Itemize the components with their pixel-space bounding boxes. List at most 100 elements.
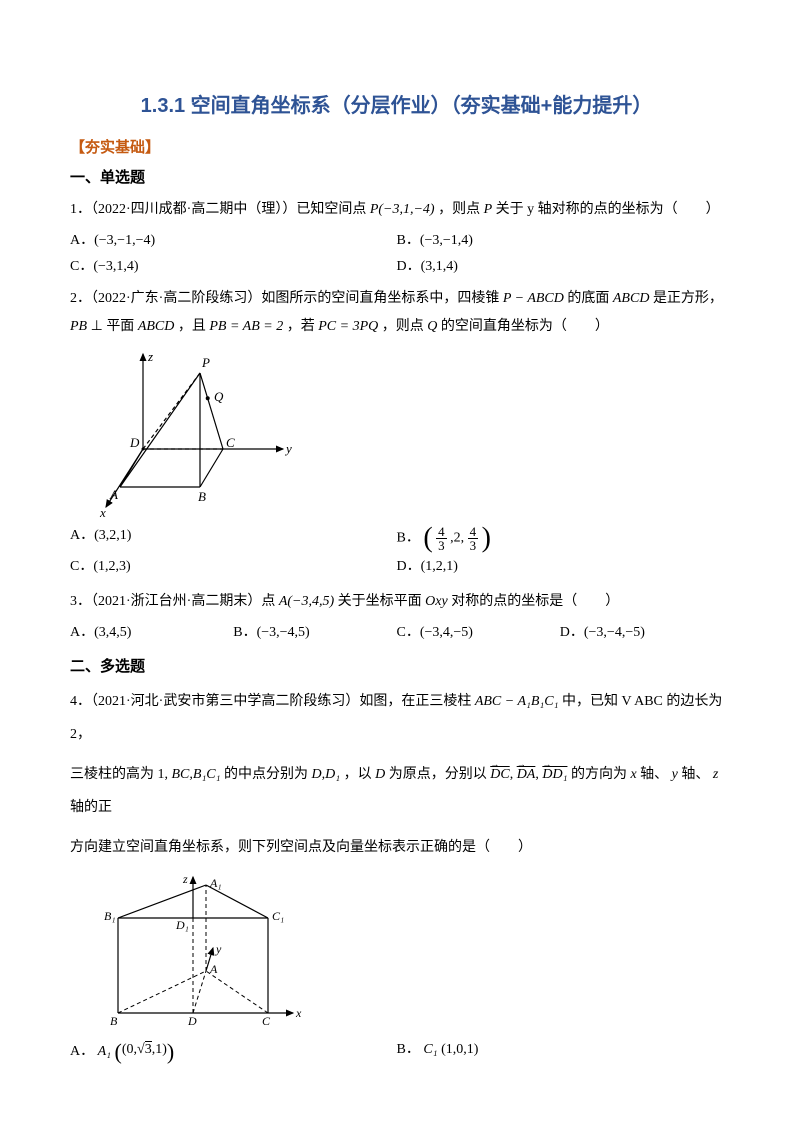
- q2-eq2: PC = 3PQ: [318, 319, 378, 334]
- lbl4-D: D: [187, 1014, 197, 1028]
- q2-f: ，则点: [382, 319, 424, 334]
- q1-optD: D．(3,1,4): [397, 256, 724, 278]
- q4-k: 轴的正: [70, 800, 112, 815]
- q1-suf: 关于 y 轴对称的点的坐标为（ ）: [496, 202, 720, 217]
- q3-optC: C．(−3,4,−5): [397, 622, 560, 644]
- lbl4-C1: C₁: [272, 909, 284, 923]
- q1-stem: 1．（2022·四川成都·高二期中（理））已知空间点 P(−3,1,−4) ，则…: [70, 196, 723, 224]
- q2-d: ，且: [178, 319, 206, 334]
- q1-mid: ，则点: [438, 202, 480, 217]
- q4-stem3: 方向建立空间直角坐标系，则下列空间点及向量坐标表示正确的是（ ）: [70, 831, 723, 865]
- q4-optB-val: (1,0,1): [441, 1042, 478, 1057]
- q2-optB-mid: ,2,: [450, 531, 464, 546]
- q2-optB-pre: B．: [397, 531, 420, 546]
- q2-perp: ⊥: [91, 319, 103, 334]
- lbl4-A: A: [209, 962, 218, 976]
- q3-optB: B．(−3,−4,5): [233, 622, 396, 644]
- q2-pb: PB: [70, 319, 87, 334]
- lbl-A: A: [109, 487, 118, 502]
- q3-optD: D．(−3,−4,−5): [560, 622, 723, 644]
- lbl-Q: Q: [214, 389, 224, 404]
- q4-b: 中，已知: [562, 694, 618, 709]
- lbl-z: z: [147, 349, 153, 364]
- heading-multi-choice: 二、多选题: [70, 655, 723, 679]
- q4-stem1: 4．（2021·河北·武安市第三中学高二阶段练习）如图，在正三棱柱 ABC − …: [70, 685, 723, 752]
- lbl-C: C: [226, 435, 235, 450]
- q4-prism: ABC − A₁B₁C₁: [475, 694, 559, 709]
- lbl-y: y: [284, 441, 292, 456]
- q4-optA-p2: ,1): [152, 1042, 167, 1057]
- q1-pre: 1．（2022·四川成都·高二期中（理））已知空间点: [70, 202, 366, 217]
- lbl4-C: C: [262, 1014, 271, 1028]
- q4-optA-p1: (0,: [122, 1042, 137, 1057]
- q2-optA: A．(3,2,1): [70, 525, 397, 552]
- rparen-icon: ): [482, 522, 491, 553]
- q1-options-row2: C．(−3,1,4) D．(3,1,4): [70, 256, 723, 278]
- q2-optD: D．(1,2,1): [397, 556, 724, 578]
- q3-c: 对称的点的坐标是（ ）: [451, 594, 619, 609]
- q3-a: 3．（2021·浙江台州·高二期末）点: [70, 594, 275, 609]
- q4-e: 的中点分别为: [224, 767, 308, 782]
- q1-point: P(−3,1,−4): [370, 202, 435, 217]
- q4-y: y: [672, 767, 678, 782]
- q4-i: 轴、: [640, 767, 668, 782]
- heading-single-choice: 一、单选题: [70, 166, 723, 190]
- lparen2-icon: (: [115, 1038, 122, 1063]
- lbl-B: B: [198, 489, 206, 504]
- q2-c: 是正方形，: [653, 291, 723, 306]
- q3-options: A．(3,4,5) B．(−3,−4,5) C．(−3,4,−5) D．(−3,…: [70, 622, 723, 644]
- q4-h: 的方向为: [571, 767, 627, 782]
- q2-abcd: ABCD: [613, 291, 650, 306]
- q4-one: 1,: [158, 767, 169, 782]
- q4-j: 轴、: [681, 767, 709, 782]
- q4-g: 为原点，分别以: [389, 767, 487, 782]
- q4-figure: z y x A₁ B₁ C₁ D₁ A B D C: [98, 873, 723, 1033]
- q4-l: 方向建立空间直角坐标系，则下列空间点及向量坐标表示正确的是（ ）: [70, 840, 532, 855]
- q2-options-row2: C．(1,2,3) D．(1,2,1): [70, 556, 723, 578]
- q3-stem: 3．（2021·浙江台州·高二期末）点 A(−3,4,5) 关于坐标平面 Oxy…: [70, 588, 723, 616]
- q2-e: ，若: [287, 319, 315, 334]
- q4-tri: V ABC: [622, 694, 663, 709]
- q3-b: 关于坐标平面: [338, 594, 422, 609]
- lbl-x: x: [99, 505, 106, 519]
- q1-pvar: P: [484, 202, 493, 217]
- q4-sqrt3: 3: [145, 1041, 152, 1057]
- q4-bc: BC,B₁C₁: [172, 767, 221, 782]
- lbl-D: D: [129, 435, 140, 450]
- q4-optA-var: A₁: [98, 1044, 111, 1059]
- q4-dd: D,D₁: [312, 767, 341, 782]
- q1-options-row1: A．(−3,−1,−4) B．(−3,−1,4): [70, 230, 723, 252]
- q4-x: x: [630, 767, 636, 782]
- q1-optC: C．(−3,1,4): [70, 256, 397, 278]
- q2-b: 的底面: [567, 291, 609, 306]
- q2-a: 2．（2022·广东·高二阶段练习）如图所示的空间直角坐标系中，四棱锥: [70, 291, 499, 306]
- q3-plane: Oxy: [425, 594, 448, 609]
- q4-optA-pre: A．: [70, 1044, 94, 1059]
- q2-eq1: PB = AB = 2: [209, 319, 283, 334]
- q2-g: 的空间直角坐标为（ ）: [441, 319, 609, 334]
- q4-a: 4．（2021·河北·武安市第三中学高二阶段练习）如图，在正三棱柱: [70, 694, 471, 709]
- q4-d: 三棱柱的高为: [70, 767, 154, 782]
- q4-stem2: 三棱柱的高为 1, BC,B₁C₁ 的中点分别为 D,D₁ ，以 D 为原点，分…: [70, 758, 723, 825]
- q2-figure: z y x P Q D C A B: [98, 349, 723, 519]
- lbl4-B: B: [110, 1014, 118, 1028]
- q4-optB-pre: B．: [397, 1042, 420, 1057]
- lbl4-A1: A₁: [209, 876, 222, 890]
- q2-pabcd: P − ABCD: [503, 291, 564, 306]
- q4-optB: B． C₁ (1,0,1): [397, 1039, 724, 1063]
- q4-dvar: D: [375, 767, 385, 782]
- lbl4-B1: B₁: [104, 909, 116, 923]
- lbl4-D1: D₁: [175, 918, 189, 932]
- q4-optA: A． A₁ ((0,√3,1)): [70, 1039, 397, 1063]
- q4-z: z: [713, 767, 718, 782]
- lbl4-x: x: [295, 1006, 302, 1020]
- rparen2-icon: ): [167, 1038, 174, 1063]
- q2-frac2: 43: [468, 525, 479, 552]
- lparen-icon: (: [423, 522, 432, 553]
- lbl-P: P: [201, 355, 210, 370]
- sqrt-icon: √: [137, 1042, 145, 1057]
- q2-frac1: 43: [436, 525, 447, 552]
- page-title: 1.3.1 空间直角坐标系（分层作业）（夯实基础+能力提升）: [70, 90, 723, 122]
- q1-optB: B．(−3,−1,4): [397, 230, 724, 252]
- q2-optB: B． ( 43 ,2, 43 ): [397, 525, 724, 552]
